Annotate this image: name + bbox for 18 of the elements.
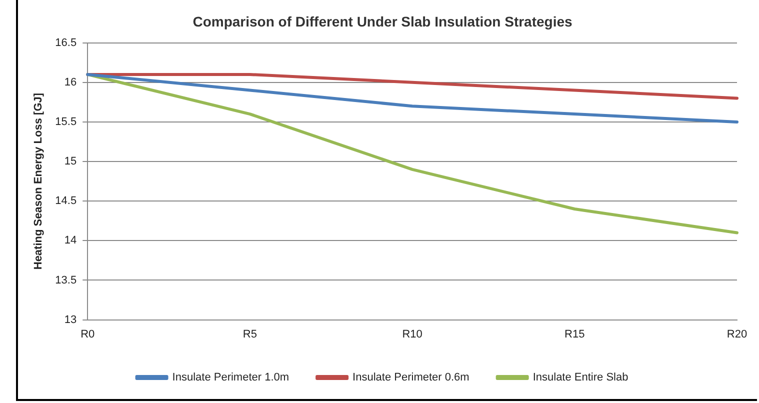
y-tick-label: 16.5 bbox=[55, 36, 77, 49]
y-tick-label: 14 bbox=[64, 234, 77, 247]
legend-label: Insulate Entire Slab bbox=[532, 372, 628, 384]
x-tick-label: R5 bbox=[242, 328, 257, 340]
y-tick-label: 14.5 bbox=[55, 195, 77, 208]
legend-label: Insulate Perimeter 1.0m bbox=[172, 372, 290, 384]
x-tick-label: R10 bbox=[402, 328, 422, 340]
chart-title: Comparison of Different Under Slab Insulation Strategies bbox=[192, 13, 573, 30]
legend-label: Insulate Perimeter 0.6m bbox=[352, 372, 470, 384]
y-tick-label: 16 bbox=[64, 76, 77, 88]
y-axis-title: Heating Season Energy Loss [GJ] bbox=[32, 92, 45, 270]
y-tick-label: 13.5 bbox=[55, 274, 77, 286]
x-tick-label: R15 bbox=[564, 328, 585, 340]
x-tick-label: R20 bbox=[726, 328, 748, 340]
y-tick-label: 15 bbox=[64, 156, 77, 168]
y-tick-label: 13 bbox=[64, 314, 77, 326]
y-tick-label: 15.5 bbox=[55, 116, 77, 128]
x-tick-label: R0 bbox=[80, 328, 95, 340]
